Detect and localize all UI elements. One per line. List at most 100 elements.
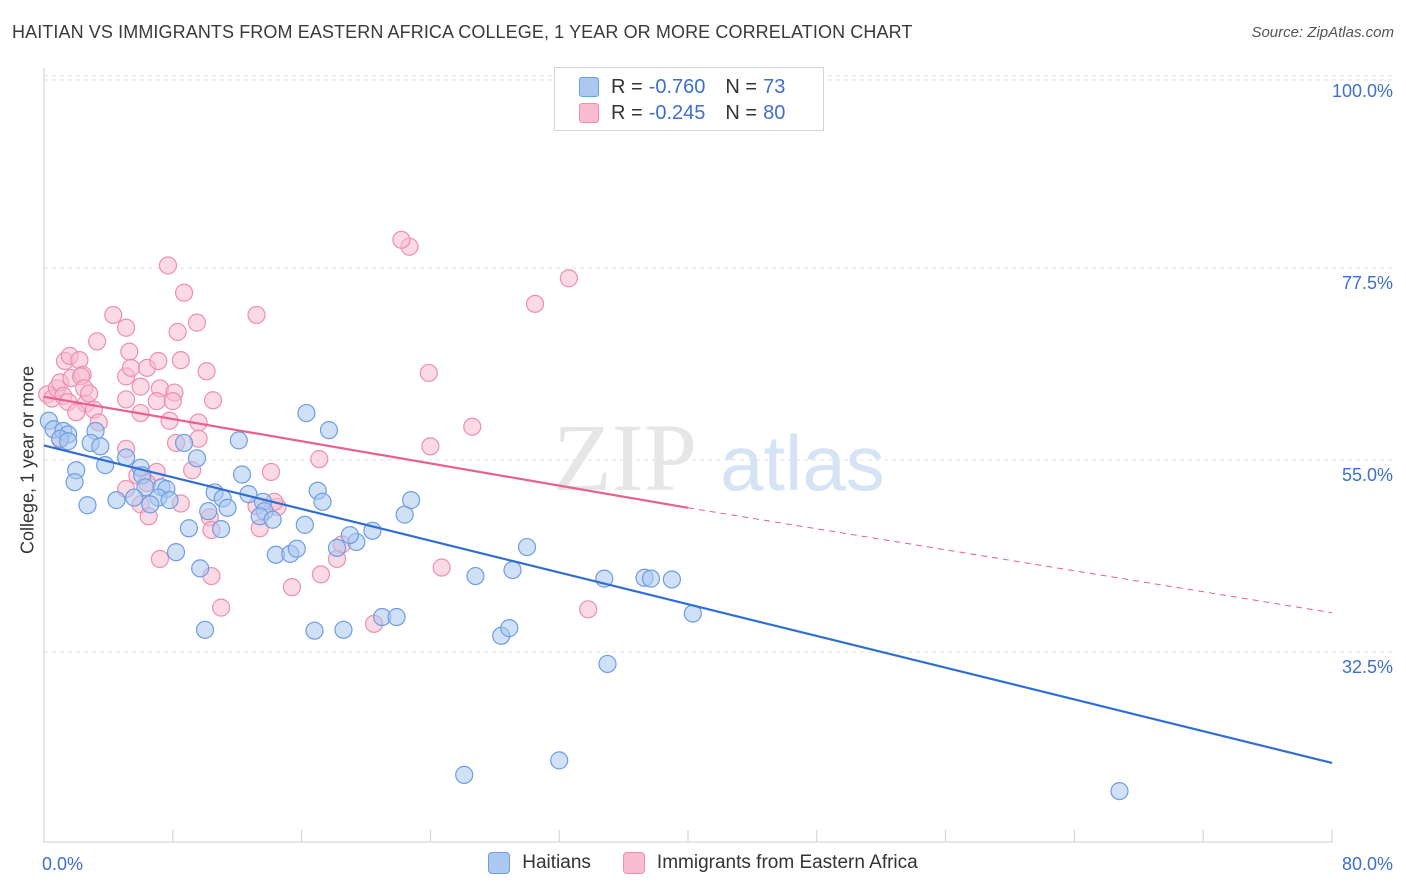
point-eastern-africa [67,403,86,422]
point-haitians [199,502,218,521]
trend-line-eastern-africa [43,395,689,509]
point-eastern-africa [203,391,223,410]
tick-labels: 32.5% 55.0% 77.5% 100.0% 0.0% 80.0% [42,81,1393,874]
point-haitians [191,559,210,578]
watermark-zip: ZIP [553,404,697,511]
trend-line-eastern-africa-extrapolated [687,507,1333,614]
legend-row-haitians: R = -0.760 N = 73 [579,74,785,100]
point-eastern-africa [160,411,179,430]
legend-swatch-haitians [488,852,511,874]
legend-r-value: -0.245 [648,101,706,124]
series-haitians [39,403,1129,801]
point-haitians [65,473,84,492]
point-haitians [517,537,537,557]
point-haitians [297,403,316,423]
grid-lines [44,75,1394,653]
point-eastern-africa [197,362,216,381]
legend-label-haitians: Haitians [522,852,591,873]
point-eastern-africa [171,351,190,370]
legend-n-label: N = [725,101,758,124]
point-haitians [1110,781,1129,801]
x-tick-label-max: 80.0% [1342,854,1393,874]
legend-n-label: N = [725,75,758,98]
point-haitians [598,654,617,674]
watermark-atlas: atlas [720,419,885,507]
point-haitians [187,449,207,468]
point-eastern-africa [261,462,281,482]
y-tick-label: 100.0% [1332,81,1393,101]
point-eastern-africa [163,392,182,411]
axes [43,68,1333,843]
point-eastern-africa [247,305,266,325]
legend-swatch-haitians [579,77,599,97]
point-eastern-africa [158,256,178,275]
point-haitians [218,498,237,517]
point-haitians [78,496,97,515]
legend-item-eastern-africa: Immigrants from Eastern Africa [622,852,918,874]
point-eastern-africa [579,600,598,619]
point-haitians [305,621,324,640]
point-haitians [662,570,682,589]
point-haitians [313,492,332,511]
point-eastern-africa [525,294,545,313]
trend-lines [43,395,1333,765]
point-eastern-africa [419,363,438,383]
point-eastern-africa [212,598,231,617]
point-haitians [550,751,569,770]
point-haitians [387,607,406,627]
point-eastern-africa [149,351,168,371]
point-haitians [212,520,231,539]
point-eastern-africa [174,283,194,302]
point-haitians [455,765,474,784]
legend-n-value: 80 [763,101,786,124]
point-haitians [334,620,353,639]
point-eastern-africa [120,342,139,361]
point-eastern-africa [421,437,440,456]
point-haitians [500,619,519,638]
point-haitians [340,525,359,545]
x-tick-label-min: 0.0% [42,854,83,874]
correlation-legend: R = -0.760 N = 73 R = -0.245 N = 80 [554,67,824,131]
point-eastern-africa [392,230,411,249]
legend-r-label: R = [611,75,643,98]
point-haitians [59,432,78,451]
point-haitians [125,488,144,507]
legend-r-label: R = [611,101,643,124]
point-haitians [166,543,186,562]
watermark: ZIP atlas [553,404,885,511]
point-haitians [179,519,198,538]
point-eastern-africa [131,377,150,396]
chart-title: HAITIAN VS IMMIGRANTS FROM EASTERN AFRIC… [12,22,913,42]
y-axis-label: College, 1 year or more [17,365,38,555]
point-haitians [401,491,421,510]
legend-swatch-eastern-africa [622,852,645,874]
point-eastern-africa [104,305,123,325]
point-eastern-africa [463,417,482,436]
point-haitians [287,539,306,558]
point-eastern-africa [117,390,136,409]
trend-line-haitians [43,444,1333,765]
point-haitians [641,569,661,588]
point-haitians [263,510,282,529]
legend-n-value: 73 [763,75,786,98]
point-eastern-africa [282,578,302,597]
point-haitians [229,431,248,450]
y-tick-label: 32.5% [1342,657,1393,677]
point-eastern-africa [168,322,187,342]
y-tick-label: 77.5% [1342,273,1393,293]
point-eastern-africa [187,313,207,332]
point-haitians [232,465,252,484]
point-haitians [91,437,110,456]
point-eastern-africa [432,558,451,577]
legend-swatch-eastern-africa [579,103,599,123]
point-haitians [141,495,160,514]
legend-r-value: -0.760 [648,75,706,98]
point-haitians [319,421,339,440]
point-haitians [174,433,194,453]
legend-label-eastern-africa: Immigrants from Eastern Africa [656,852,918,873]
point-eastern-africa [79,384,99,403]
point-haitians [107,491,126,510]
point-eastern-africa [311,565,331,584]
point-eastern-africa [121,358,141,377]
